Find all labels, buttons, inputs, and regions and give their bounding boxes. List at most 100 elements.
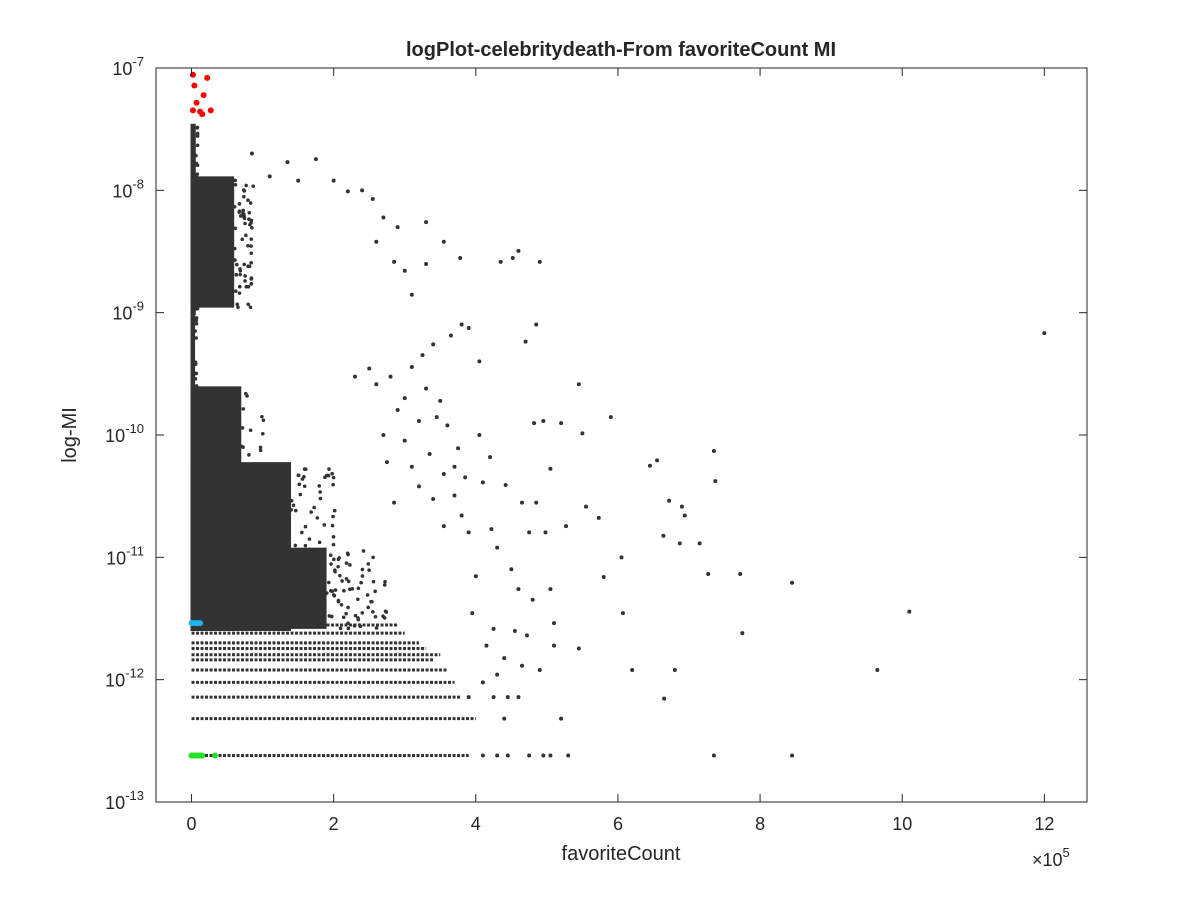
data-point <box>195 134 200 138</box>
data-point <box>346 621 350 625</box>
y-tick-label: 10-7 <box>112 54 144 79</box>
data-point <box>246 544 251 548</box>
data-point <box>466 325 471 330</box>
data-point <box>381 215 386 220</box>
data-point <box>317 540 322 545</box>
data-point <box>458 255 463 260</box>
data-point <box>333 568 337 572</box>
data-point <box>445 423 450 428</box>
data-point <box>244 391 248 396</box>
highlight-point <box>189 107 196 114</box>
data-point <box>356 616 360 620</box>
data-point <box>237 202 242 206</box>
data-point <box>516 248 521 253</box>
data-point <box>194 578 199 583</box>
data-point <box>193 494 198 498</box>
x-axis: 0 2 4 6 8 10 12 <box>187 68 1054 834</box>
data-point <box>193 609 198 614</box>
data-point <box>238 268 243 273</box>
data-point <box>241 617 245 622</box>
data-point <box>402 438 407 443</box>
data-point <box>195 226 199 230</box>
data-point <box>459 513 464 518</box>
data-point <box>374 626 379 630</box>
data-point <box>241 564 245 569</box>
data-point <box>346 552 350 557</box>
data-point <box>293 576 298 581</box>
data-point <box>293 508 298 513</box>
data-point <box>382 583 387 587</box>
data-point <box>251 184 256 189</box>
data-point <box>424 386 429 391</box>
y-tick-label: 10-11 <box>106 543 144 568</box>
data-point <box>240 237 245 242</box>
data-point <box>195 280 200 284</box>
y-tick-label-exponent: -13 <box>125 788 144 803</box>
data-point <box>322 523 327 527</box>
data-point <box>367 366 372 371</box>
data-point <box>576 646 581 651</box>
data-point <box>502 656 507 661</box>
data-point <box>502 716 507 721</box>
data-point <box>344 577 349 581</box>
x-tick-label: 8 <box>755 814 765 834</box>
data-point <box>193 400 197 405</box>
data-point <box>297 482 302 487</box>
data-point <box>193 530 198 534</box>
data-point <box>740 631 745 636</box>
data-point <box>327 467 331 471</box>
data-point <box>328 553 333 557</box>
data-point <box>495 545 500 550</box>
data-point <box>258 445 263 450</box>
data-point <box>520 500 525 505</box>
data-point <box>441 239 446 244</box>
data-point <box>601 575 606 580</box>
data-point <box>320 563 324 568</box>
highlight-point <box>199 111 206 118</box>
data-point <box>261 472 265 477</box>
data-point <box>655 458 660 463</box>
data-point <box>331 535 336 539</box>
data-point <box>193 393 198 398</box>
data-point <box>330 589 335 594</box>
data-point <box>473 574 478 579</box>
data-point <box>532 421 537 426</box>
data-point <box>195 143 200 148</box>
data-point <box>235 262 239 267</box>
data-point <box>194 190 199 195</box>
x-tick-label: 10 <box>892 814 912 834</box>
data-point <box>431 342 436 347</box>
data-point <box>477 359 482 364</box>
data-point <box>356 597 360 602</box>
plot-area <box>156 68 1087 802</box>
data-point <box>237 284 242 289</box>
data-point <box>441 524 446 529</box>
data-point <box>318 496 323 501</box>
data-point <box>193 524 198 529</box>
data-point <box>293 543 298 548</box>
data-point <box>338 573 342 578</box>
data-point <box>194 233 199 238</box>
data-point <box>241 445 245 449</box>
data-point <box>242 499 247 504</box>
data-point <box>427 451 432 456</box>
data-point <box>239 493 244 498</box>
data-point <box>255 532 259 537</box>
data-point <box>317 590 322 595</box>
data-point <box>344 611 348 616</box>
data-point <box>194 438 199 443</box>
data-point <box>576 382 581 387</box>
data-point <box>459 322 464 327</box>
data-point <box>463 475 468 480</box>
data-point <box>194 321 199 326</box>
data-point <box>713 479 718 484</box>
data-point <box>246 530 251 534</box>
data-point <box>193 475 198 480</box>
data-point <box>247 264 252 269</box>
data-point <box>233 178 238 183</box>
data-point <box>248 536 252 541</box>
data-point <box>520 663 525 668</box>
data-point <box>346 605 350 610</box>
data-point <box>361 549 366 553</box>
